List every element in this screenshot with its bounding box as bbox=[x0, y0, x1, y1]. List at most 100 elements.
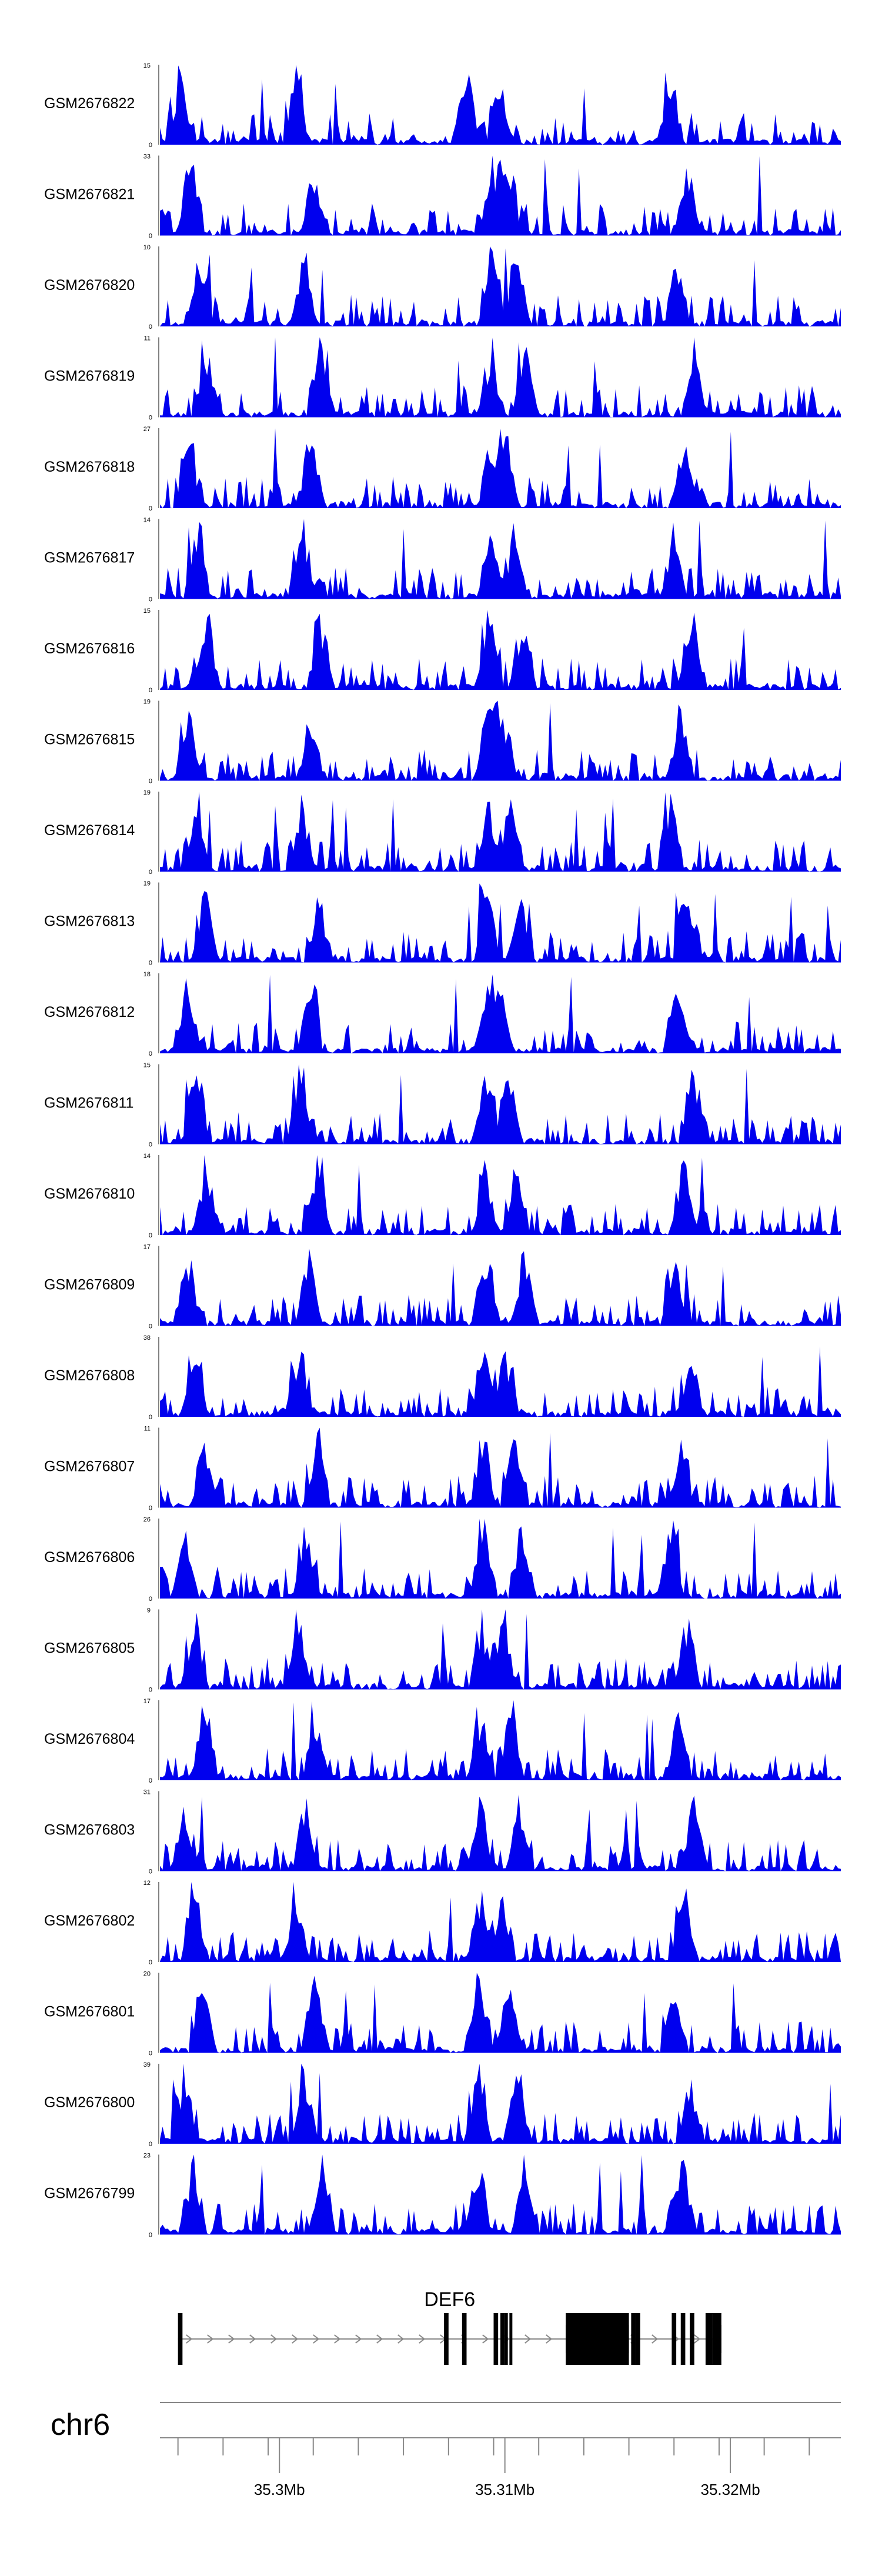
coverage-area bbox=[160, 155, 841, 236]
track-ymax: 38 bbox=[143, 1334, 151, 1342]
track-label: GSM2676804 bbox=[44, 1731, 135, 1747]
track-label: GSM2676818 bbox=[44, 459, 135, 475]
track-GSM2676810: GSM2676810 14 0 bbox=[44, 1153, 841, 1239]
coverage-area bbox=[160, 1427, 841, 1508]
track-y0: 0 bbox=[149, 1414, 152, 1421]
track-label: GSM2676806 bbox=[44, 1549, 135, 1566]
genome-axis: chr6 35.3Mb 35.31Mb 35.32Mb bbox=[51, 2402, 841, 2498]
coverage-area bbox=[160, 1609, 841, 1690]
track-GSM2676813: GSM2676813 19 0 bbox=[44, 880, 841, 967]
coverage-area bbox=[160, 65, 841, 145]
coverage-area bbox=[160, 610, 841, 690]
track-y0: 0 bbox=[149, 233, 152, 240]
track-ymax: 11 bbox=[144, 335, 151, 342]
track-label: GSM2676821 bbox=[44, 186, 135, 203]
track-y0: 0 bbox=[149, 1687, 152, 1694]
strand-arrow bbox=[334, 2334, 341, 2344]
track-GSM2676820: GSM2676820 10 0 bbox=[44, 244, 841, 331]
tick-label: 35.32Mb bbox=[701, 2481, 760, 2498]
exon bbox=[680, 2313, 686, 2365]
coverage-area bbox=[160, 1882, 841, 1962]
track-label: GSM2676803 bbox=[44, 1822, 135, 1838]
coverage-area bbox=[160, 2154, 841, 2235]
strand-arrow bbox=[652, 2334, 659, 2344]
track-y0: 0 bbox=[149, 1232, 152, 1239]
strand-arrow bbox=[397, 2334, 405, 2344]
track-label: GSM2676805 bbox=[44, 1640, 135, 1657]
track-label: GSM2676807 bbox=[44, 1459, 135, 1475]
track-y0: 0 bbox=[149, 1142, 152, 1149]
coverage-area bbox=[160, 975, 841, 1053]
coverage-area bbox=[160, 1155, 841, 1235]
chromosome-label: chr6 bbox=[51, 2408, 110, 2442]
track-label: GSM2676801 bbox=[44, 2004, 135, 2020]
track-y0: 0 bbox=[149, 1868, 152, 1876]
strand-arrow bbox=[482, 2334, 489, 2344]
track-ymax: 14 bbox=[143, 1153, 151, 1160]
track-ymax: 17 bbox=[143, 1698, 151, 1705]
coverage-area bbox=[160, 700, 841, 781]
track-ymax: 19 bbox=[143, 789, 151, 796]
coverage-tracks: GSM2676822150GSM2676821330GSM2676820100G… bbox=[44, 62, 841, 2239]
track-label: GSM2676800 bbox=[44, 2094, 135, 2111]
track-label: GSM2676815 bbox=[44, 732, 135, 748]
track-y0: 0 bbox=[149, 323, 152, 331]
strand-arrow bbox=[207, 2334, 214, 2344]
track-label: GSM2676812 bbox=[44, 1004, 135, 1020]
track-label: GSM2676819 bbox=[44, 368, 135, 385]
track-y0: 0 bbox=[149, 142, 152, 149]
track-label: GSM2676816 bbox=[44, 640, 135, 657]
track-ymax: 19 bbox=[143, 880, 151, 887]
track-GSM2676800: GSM2676800 39 0 bbox=[44, 2061, 841, 2148]
track-label: GSM2676814 bbox=[44, 822, 135, 839]
track-GSM2676809: GSM2676809 17 0 bbox=[44, 1244, 841, 1330]
strand-arrow bbox=[546, 2334, 553, 2344]
track-GSM2676799: GSM2676799 23 0 bbox=[44, 2153, 841, 2239]
strand-arrow bbox=[186, 2334, 193, 2344]
track-GSM2676821: GSM2676821 33 0 bbox=[44, 154, 841, 240]
exon bbox=[493, 2313, 499, 2365]
track-label: GSM2676813 bbox=[44, 913, 135, 930]
strand-arrow bbox=[694, 2334, 701, 2344]
track-ymax: 39 bbox=[143, 2061, 151, 2068]
coverage-area bbox=[160, 1973, 841, 2053]
track-GSM2676812: GSM2676812 18 0 bbox=[44, 971, 841, 1057]
coverage-area bbox=[160, 1249, 841, 1326]
exon bbox=[462, 2313, 467, 2365]
track-ymax: 11 bbox=[144, 1426, 151, 1433]
gene-name-label: DEF6 bbox=[424, 2288, 475, 2311]
track-ymax: 15 bbox=[143, 62, 151, 69]
track-y0: 0 bbox=[149, 687, 152, 694]
track-GSM2676801: GSM2676801 20 0 bbox=[44, 1971, 841, 2057]
track-GSM2676807: GSM2676807 11 0 bbox=[44, 1426, 841, 1512]
strand-arrow bbox=[249, 2334, 256, 2344]
track-y0: 0 bbox=[149, 2232, 152, 2239]
strand-arrow bbox=[292, 2334, 299, 2344]
coverage-area bbox=[160, 1700, 841, 1780]
track-ymax: 9 bbox=[147, 1607, 151, 1614]
track-y0: 0 bbox=[149, 596, 152, 603]
coverage-area bbox=[160, 2064, 841, 2144]
cds-block bbox=[712, 2325, 721, 2353]
exon bbox=[705, 2313, 713, 2365]
track-GSM2676805: GSM2676805 9 0 bbox=[44, 1607, 841, 1694]
track-label: GSM2676802 bbox=[44, 1913, 135, 1929]
strand-arrow bbox=[355, 2334, 362, 2344]
coverage-area bbox=[160, 1794, 841, 1871]
coverage-area bbox=[160, 1519, 841, 1599]
track-label: GSM2676809 bbox=[44, 1277, 135, 1293]
coverage-area bbox=[160, 246, 841, 326]
track-ymax: 12 bbox=[143, 1880, 151, 1887]
track-label: GSM2676820 bbox=[44, 277, 135, 293]
exon bbox=[505, 2313, 508, 2365]
track-GSM2676815: GSM2676815 19 0 bbox=[44, 699, 841, 785]
strand-arrow bbox=[270, 2334, 278, 2344]
coverage-area bbox=[160, 1064, 841, 1144]
track-y0: 0 bbox=[149, 778, 152, 785]
track-y0: 0 bbox=[149, 1959, 152, 1966]
tick-label: 35.31Mb bbox=[475, 2481, 534, 2498]
track-ymax: 27 bbox=[143, 426, 151, 433]
track-y0: 0 bbox=[149, 2050, 152, 2057]
strand-arrow bbox=[524, 2334, 532, 2344]
